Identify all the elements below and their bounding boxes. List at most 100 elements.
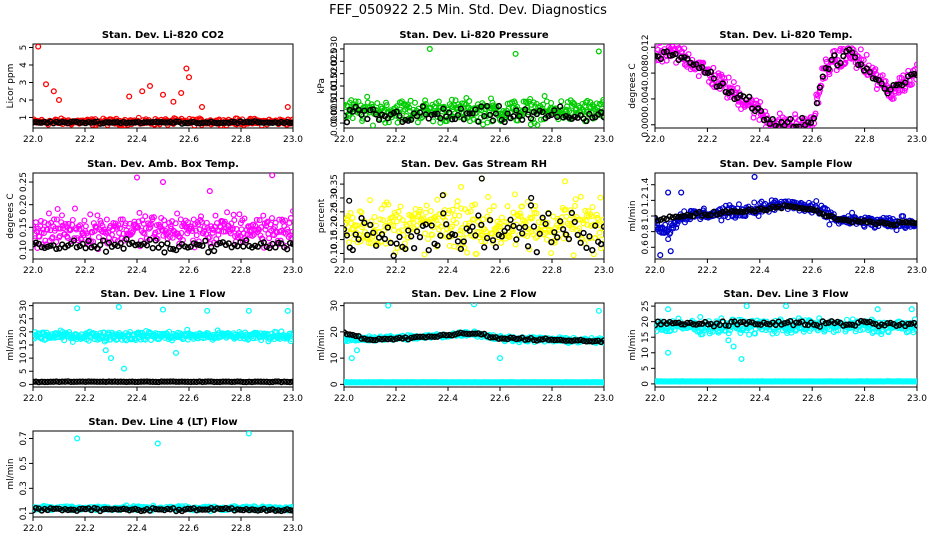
x-tick-label: 23.0 — [283, 135, 303, 145]
scatter-point — [167, 223, 174, 230]
scatter-point — [700, 205, 707, 212]
scatter-point — [129, 228, 136, 235]
mean-point — [737, 92, 744, 99]
mean-point — [469, 330, 476, 337]
y-axis-label: kPa — [317, 78, 327, 94]
mean-point — [208, 118, 215, 125]
scatter-point — [76, 225, 83, 232]
scatter-point — [368, 101, 375, 108]
mean-point — [263, 378, 270, 385]
y-tick-label: 30 — [330, 300, 340, 312]
mean-point — [286, 119, 293, 127]
scatter-point — [224, 209, 231, 216]
y-tick-label: 0.20 — [330, 215, 340, 235]
scatter-point — [266, 235, 273, 242]
scatter-point — [284, 225, 291, 232]
mean-point — [875, 219, 882, 226]
outlier-point — [561, 178, 569, 185]
scatter-point — [861, 223, 868, 230]
scatter-point — [95, 234, 102, 241]
scatter-point — [657, 44, 663, 46]
mean-point — [387, 239, 394, 247]
scatter-point — [409, 215, 416, 222]
scatter-point — [137, 329, 144, 336]
mean-point — [913, 71, 917, 79]
mean-point — [364, 336, 371, 343]
mean-point — [878, 80, 885, 87]
mean-point — [472, 106, 479, 113]
mean-point — [681, 212, 688, 220]
mean-point — [190, 378, 197, 385]
mean-point — [660, 48, 667, 56]
mean-point — [887, 86, 894, 93]
mean-point — [35, 378, 42, 386]
scatter-point — [97, 217, 104, 224]
mean-point — [481, 244, 488, 251]
mean-point — [443, 113, 450, 120]
scatter-point — [430, 118, 437, 125]
scatter-point — [599, 99, 604, 106]
scatter-point — [461, 100, 468, 107]
mean-point — [428, 333, 435, 340]
mean-point — [364, 231, 371, 239]
data-points — [655, 173, 917, 259]
mean-point — [79, 240, 86, 248]
scatter-point — [406, 220, 413, 227]
mean-point — [454, 111, 462, 119]
scatter-point — [885, 329, 892, 336]
scatter-point — [344, 216, 351, 223]
x-tick-label: 22.8 — [231, 266, 251, 276]
scatter-point — [33, 222, 36, 229]
y-tick-label: 0.15 — [330, 230, 340, 250]
mean-point — [257, 240, 265, 247]
mean-point — [61, 119, 69, 126]
mean-point — [44, 119, 51, 126]
scatter-point — [879, 72, 886, 79]
mean-point — [669, 214, 676, 221]
outlier-point — [120, 365, 128, 372]
mean-point — [416, 333, 424, 340]
y-tick-label: 5 — [641, 365, 651, 371]
data-points — [344, 303, 604, 386]
scatter-point — [193, 232, 200, 239]
mean-point — [405, 117, 412, 124]
mean-point — [105, 119, 113, 126]
scatter-point — [914, 378, 917, 385]
scatter-point — [166, 234, 173, 241]
scatter-point — [352, 98, 359, 105]
mean-point — [219, 119, 227, 126]
mean-point — [85, 237, 92, 244]
outlier-point — [42, 81, 50, 88]
mean-point — [120, 118, 127, 126]
y-tick-label: 0 — [641, 381, 651, 387]
mean-point — [481, 113, 488, 120]
mean-point — [597, 240, 604, 248]
mean-point — [190, 240, 197, 247]
scatter-point — [715, 70, 722, 77]
mean-point — [524, 243, 532, 250]
mean-point — [451, 231, 459, 239]
scatter-point — [725, 74, 732, 81]
plot-frame — [32, 302, 294, 388]
scatter-point — [588, 213, 595, 220]
scatter-point — [216, 223, 223, 230]
mean-point — [384, 224, 391, 231]
mean-point — [719, 80, 726, 87]
mean-point — [460, 330, 467, 337]
mean-point — [82, 244, 89, 252]
mean-point — [97, 241, 104, 249]
mean-point — [158, 241, 165, 248]
x-tick-label: 22.4 — [750, 135, 770, 145]
mean-point — [746, 93, 753, 100]
scatter-point — [385, 201, 392, 208]
outlier-point — [74, 305, 81, 312]
mean-point — [50, 378, 57, 385]
mean-point — [419, 333, 427, 340]
mean-point — [164, 378, 171, 385]
mean-point — [451, 331, 459, 338]
mean-point — [448, 332, 456, 339]
mean-point — [521, 336, 529, 343]
outlier-point — [284, 103, 291, 111]
mean-point — [746, 206, 753, 213]
